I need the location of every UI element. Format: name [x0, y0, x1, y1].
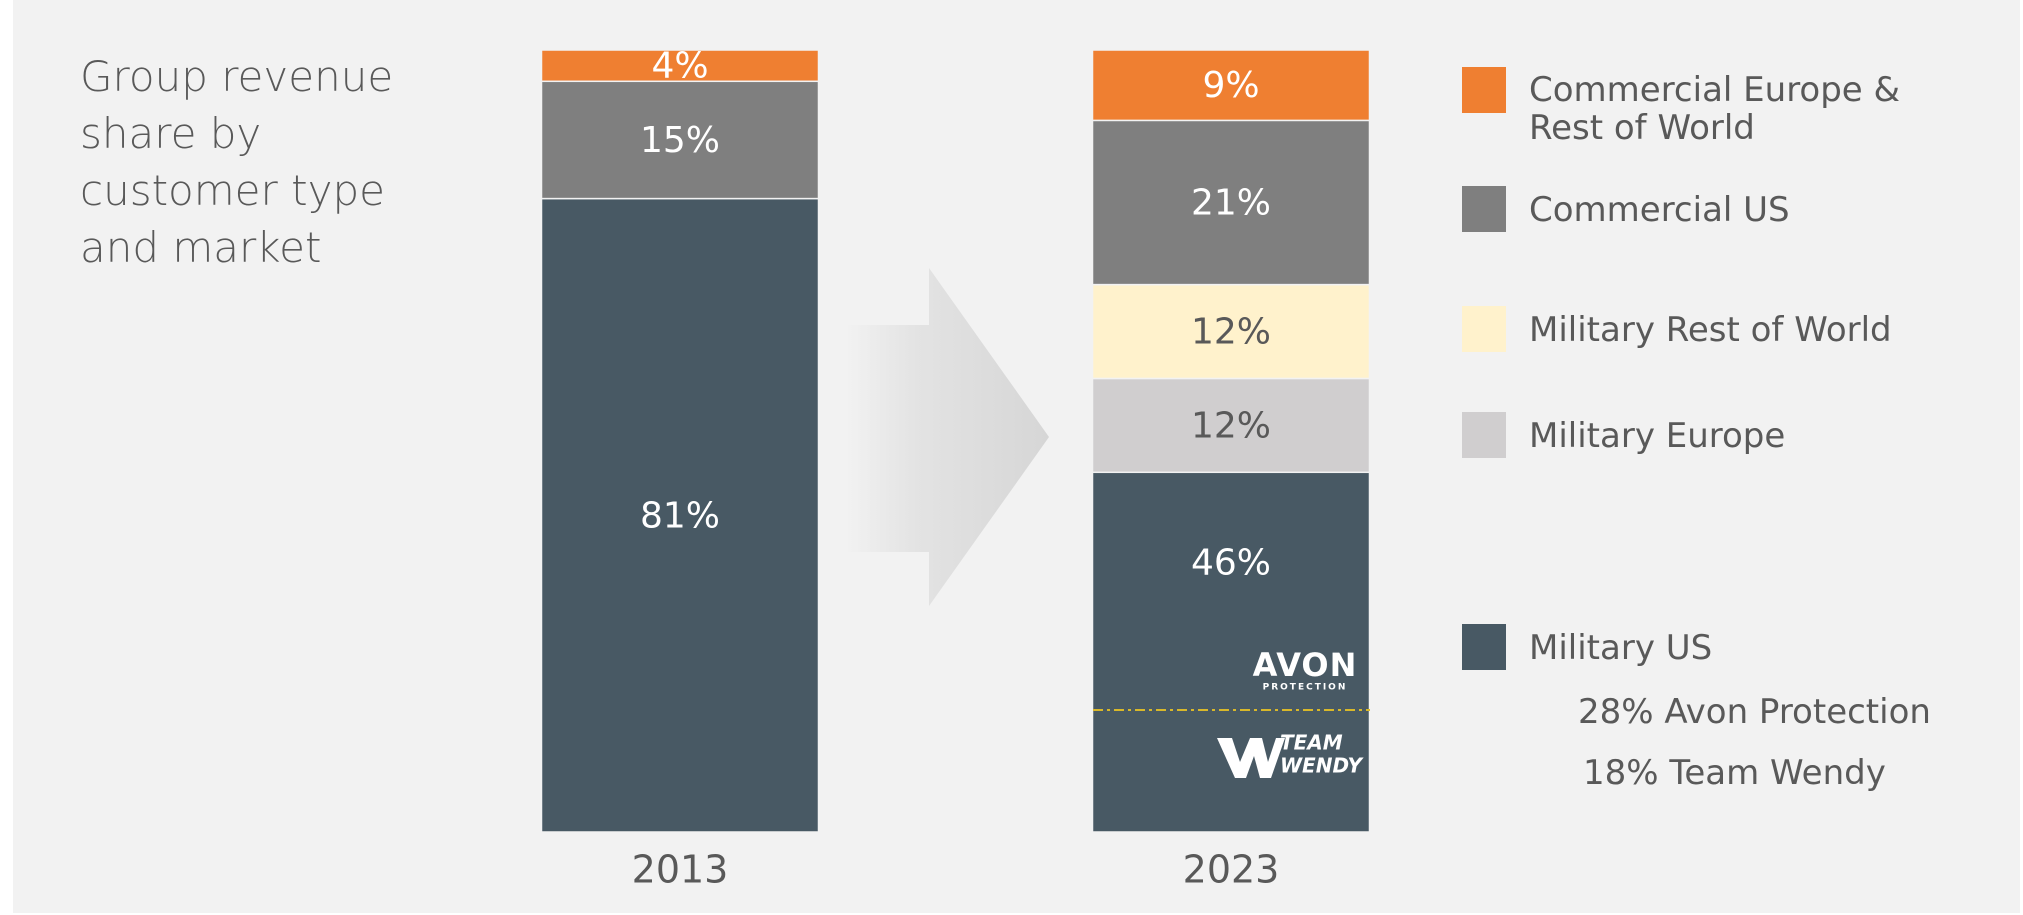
- legend-label: Military US: [1529, 628, 1713, 668]
- legend-item: Commercial Europe & Rest of World: [1462, 67, 1969, 147]
- bar-segment: [1091, 377, 1371, 474]
- logo-text: TEAM: [1280, 731, 1343, 755]
- bar-segment: [1091, 283, 1371, 380]
- data-label: 81%: [640, 495, 720, 536]
- avon-logo: AVON PROTECTION: [1253, 646, 1358, 693]
- bar-segment: [540, 197, 820, 833]
- data-label: 4%: [651, 46, 708, 87]
- bar-segment: [1091, 49, 1371, 122]
- logo-mark: [1217, 738, 1285, 778]
- legend-item: Military Europe: [1462, 412, 1969, 458]
- bar-segment: [540, 49, 820, 83]
- data-label: 12%: [1191, 405, 1271, 446]
- legend-swatch: [1462, 624, 1506, 670]
- x-tick-label: 2013: [632, 848, 729, 892]
- bar-segment: [1091, 471, 1371, 833]
- bars: 81% 15% 4% 46% 12% 12% 21% 9%: [540, 46, 1371, 833]
- legend-swatch: [1462, 186, 1506, 232]
- data-label: 9%: [1202, 65, 1259, 106]
- legend-swatch: [1462, 412, 1506, 458]
- data-label: 46%: [1191, 542, 1271, 583]
- logo-text: AVON: [1253, 646, 1358, 684]
- legend-item: Military US: [1462, 624, 1969, 670]
- arrow: [845, 268, 1049, 606]
- logo-text: PROTECTION: [1263, 683, 1348, 693]
- team-wendy-logo: TEAM WENDY: [1217, 731, 1365, 778]
- legend-item: Commercial US: [1462, 186, 1969, 232]
- logo-text: WENDY: [1280, 754, 1365, 778]
- legend-swatch: [1462, 306, 1506, 352]
- legend-label: Commercial US: [1529, 190, 1790, 230]
- legend-swatch: [1462, 67, 1506, 113]
- legend-label: Commercial Europe & Rest of World: [1529, 70, 1901, 148]
- legend-item: Military Rest of World: [1462, 306, 1969, 352]
- bar-segment: [1091, 119, 1371, 286]
- annotation: 18% Team Wendy: [1583, 753, 1886, 793]
- bar-segment: [540, 80, 820, 200]
- legend-label: Military Europe: [1529, 416, 1786, 456]
- legend-label: Military Rest of World: [1529, 310, 1892, 350]
- data-label: 15%: [640, 120, 720, 161]
- data-label: 21%: [1191, 182, 1271, 223]
- data-label: 12%: [1191, 312, 1271, 353]
- annotation: 28% Avon Protection: [1578, 692, 1931, 732]
- x-tick-label: 2023: [1183, 848, 1280, 892]
- chart-title: Group revenue share by customer type and…: [80, 52, 394, 272]
